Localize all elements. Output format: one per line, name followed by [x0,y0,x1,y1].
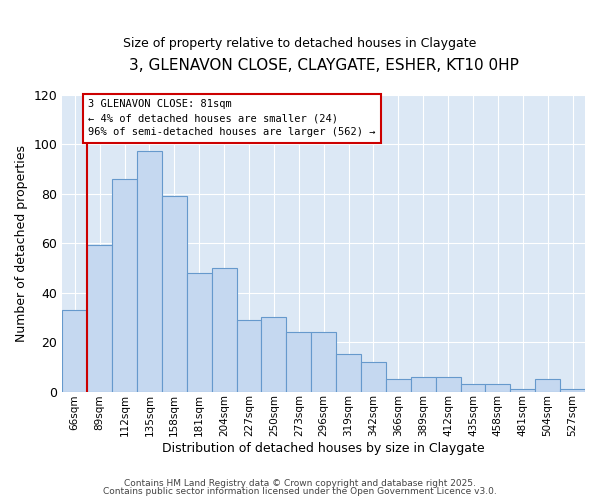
Bar [62,310,87,392]
Bar [560,389,585,392]
Bar [535,379,560,392]
Bar [386,379,411,392]
Bar [361,362,386,392]
Bar [411,376,436,392]
Text: Size of property relative to detached houses in Claygate: Size of property relative to detached ho… [124,38,476,51]
Bar [87,246,112,392]
Bar [461,384,485,392]
X-axis label: Distribution of detached houses by size in Claygate: Distribution of detached houses by size … [163,442,485,455]
Bar [212,268,236,392]
Title: 3, GLENAVON CLOSE, CLAYGATE, ESHER, KT10 0HP: 3, GLENAVON CLOSE, CLAYGATE, ESHER, KT10… [129,58,518,72]
Bar [511,389,535,392]
Bar [311,332,336,392]
Bar [262,318,286,392]
Text: 3 GLENAVON CLOSE: 81sqm
← 4% of detached houses are smaller (24)
96% of semi-det: 3 GLENAVON CLOSE: 81sqm ← 4% of detached… [88,100,376,138]
Bar [336,354,361,392]
Bar [137,152,162,392]
Bar [236,320,262,392]
Bar [187,272,212,392]
Text: Contains HM Land Registry data © Crown copyright and database right 2025.: Contains HM Land Registry data © Crown c… [124,478,476,488]
Bar [112,178,137,392]
Bar [162,196,187,392]
Y-axis label: Number of detached properties: Number of detached properties [15,144,28,342]
Bar [485,384,511,392]
Bar [436,376,461,392]
Bar [286,332,311,392]
Text: Contains public sector information licensed under the Open Government Licence v3: Contains public sector information licen… [103,487,497,496]
